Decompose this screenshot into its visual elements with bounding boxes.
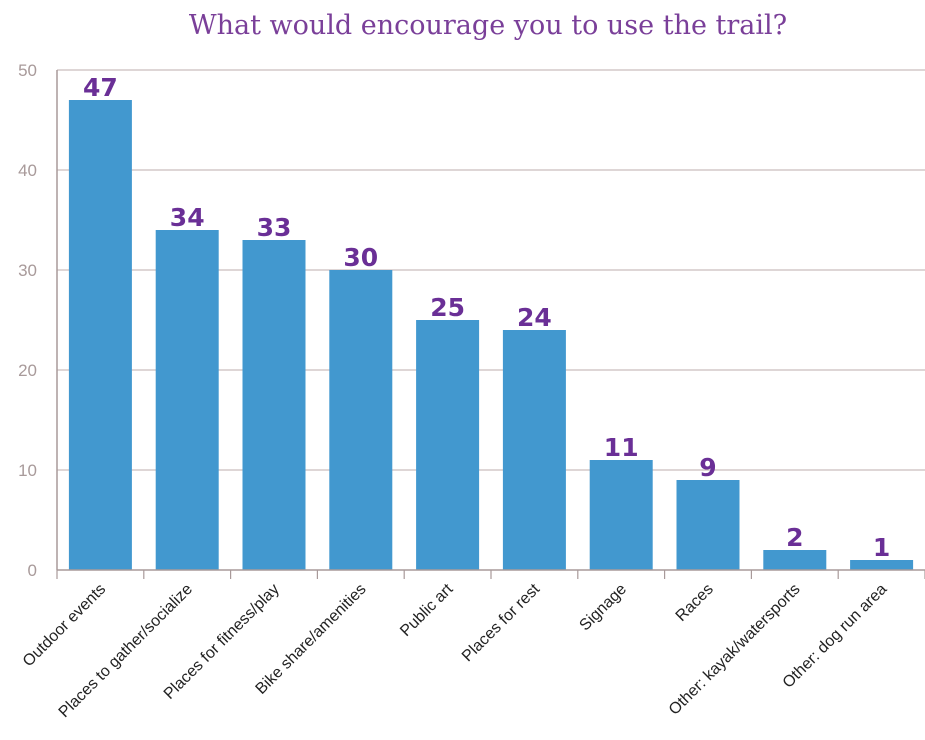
y-tick-label: 20 — [18, 361, 37, 380]
y-tick-label: 40 — [18, 161, 37, 180]
x-tick-label: Races — [673, 581, 717, 625]
bar-3 — [329, 270, 393, 570]
bars — [68, 100, 914, 570]
chart-title: What would encourage you to use the trai… — [189, 10, 787, 41]
bar-5 — [502, 330, 566, 570]
y-tick-label: 0 — [28, 561, 37, 580]
y-tick-label: 30 — [18, 261, 37, 280]
data-label: 25 — [430, 293, 465, 322]
x-tick-label: Public art — [397, 580, 457, 640]
bar-2 — [242, 240, 306, 570]
bar-6 — [589, 460, 653, 570]
y-tick-label: 10 — [18, 461, 37, 480]
data-label: 2 — [786, 523, 803, 552]
bar-8 — [763, 550, 827, 570]
bar-4 — [416, 320, 480, 570]
x-tick-label: Signage — [576, 581, 630, 635]
bar-0 — [68, 100, 132, 570]
data-label: 33 — [257, 213, 292, 242]
bar-1 — [155, 230, 219, 570]
data-label: 11 — [604, 433, 639, 462]
data-label: 34 — [170, 203, 205, 232]
data-label: 24 — [517, 303, 552, 332]
data-label: 47 — [83, 73, 118, 102]
axes — [56, 70, 925, 579]
data-label: 30 — [343, 243, 378, 272]
data-label: 1 — [873, 533, 890, 562]
bar-9 — [850, 560, 914, 570]
y-tick-label: 50 — [18, 61, 37, 80]
bar-7 — [676, 480, 740, 570]
data-label: 9 — [699, 453, 716, 482]
x-tick-label: Places for rest — [459, 580, 544, 665]
x-tick-label: Outdoor events — [20, 581, 109, 670]
